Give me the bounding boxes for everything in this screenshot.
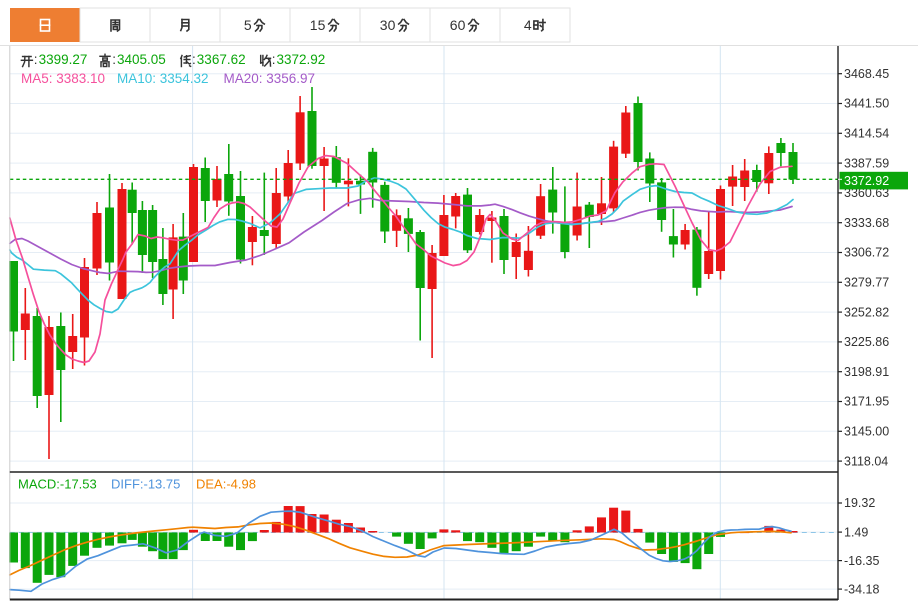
svg-text:3333.68: 3333.68 [844,216,889,230]
svg-text:3372.92: 3372.92 [277,52,326,67]
svg-text:3145.00: 3145.00 [844,425,889,439]
svg-text:DEA:-4.98: DEA:-4.98 [196,477,256,492]
svg-text:3171.95: 3171.95 [844,395,889,409]
svg-text:5: 5 [244,17,252,33]
svg-text:3360.63: 3360.63 [844,186,889,200]
svg-text:3372.92: 3372.92 [844,174,889,188]
svg-text:3399.27: 3399.27 [39,52,88,67]
svg-text:60: 60 [450,17,466,33]
svg-text:3225.86: 3225.86 [844,335,889,349]
svg-text:3387.59: 3387.59 [844,156,889,170]
svg-text:3468.45: 3468.45 [844,67,889,81]
svg-text:3405.05: 3405.05 [117,52,166,67]
svg-text:4: 4 [524,17,532,33]
svg-text:MA10: 3354.32: MA10: 3354.32 [117,71,209,86]
svg-text::: : [192,52,196,67]
svg-text:MA5: 3383.10: MA5: 3383.10 [21,71,105,86]
svg-text:30: 30 [380,17,396,33]
svg-text:-16.35: -16.35 [844,554,879,568]
svg-text:1.49: 1.49 [844,525,868,539]
svg-text::: : [34,52,38,67]
svg-text:DIFF:-13.75: DIFF:-13.75 [111,477,180,492]
svg-text:MACD:-17.53: MACD:-17.53 [18,477,97,492]
svg-text:3118.04: 3118.04 [844,454,888,468]
svg-text:3441.50: 3441.50 [844,97,889,111]
svg-text:MA20: 3356.97: MA20: 3356.97 [224,71,316,86]
svg-text::: : [112,52,116,67]
svg-text:3252.82: 3252.82 [844,305,889,319]
svg-text:3279.77: 3279.77 [844,276,889,290]
svg-text:15: 15 [310,17,326,33]
svg-text:-34.18: -34.18 [844,582,879,596]
svg-text:3198.91: 3198.91 [844,365,889,379]
svg-text:3306.72: 3306.72 [844,246,889,260]
svg-text:19.32: 19.32 [844,496,875,510]
svg-text:3414.54: 3414.54 [844,127,889,141]
svg-text::: : [272,52,276,67]
svg-text:3367.62: 3367.62 [197,52,246,67]
